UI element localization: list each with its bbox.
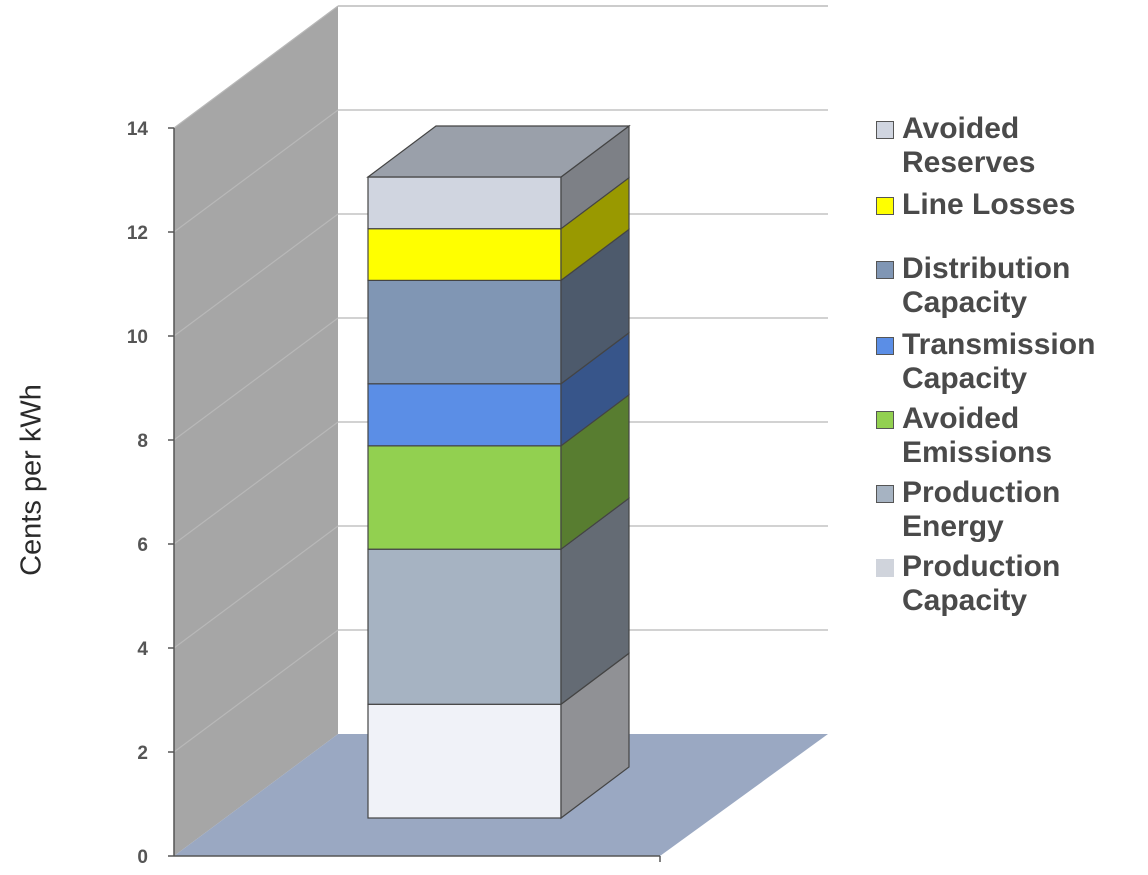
gridline-left-10 [173, 213, 339, 337]
legend-swatch-distribution-capacity [876, 261, 894, 279]
legend-label-transmission-capacity: Transmission Capacity [902, 328, 1096, 395]
legend-item-production-energy: Production Energy [872, 476, 1148, 544]
legend-item-avoided-reserves: Avoided Reserves [872, 112, 1148, 180]
y-tick-label-8: 8 [137, 431, 148, 452]
legend-label-production-energy: Production Energy [902, 476, 1061, 543]
bar-segment-line-losses [367, 228, 562, 281]
y-axis-label-text: Cents per kWh [15, 384, 48, 576]
legend-item-avoided-emissions: Avoided Emissions [872, 402, 1148, 470]
gridline-left-4 [173, 525, 339, 649]
legend-label-line-losses: Line Losses [902, 188, 1076, 221]
legend: Avoided Reserves Line Losses Distribution … [872, 112, 1148, 618]
legend-item-distribution-capacity: Distribution Capacity [872, 252, 1148, 320]
left-wall [174, 6, 338, 856]
legend-swatch-avoided-emissions [876, 411, 894, 429]
y-tick-label-2: 2 [137, 743, 148, 764]
y-tick-label-10: 10 [127, 327, 148, 348]
gridline-left-12 [173, 109, 339, 233]
legend-label-avoided-reserves: Avoided Reserves [902, 112, 1036, 179]
bar-top-face [366, 125, 631, 178]
bar-segment-transmission-capacity [367, 383, 562, 447]
y-tick-label-6: 6 [137, 535, 148, 556]
y-tick-label-12: 12 [127, 223, 148, 244]
legend-item-transmission-capacity: Transmission Capacity [872, 328, 1148, 396]
legend-label-avoided-emissions: Avoided Emissions [902, 402, 1053, 469]
bar-segment-production-energy [367, 548, 562, 705]
legend-item-line-losses: Line Losses [872, 188, 1148, 222]
gridline-left-2 [173, 629, 339, 753]
legend-label-distribution-capacity: Distribution Capacity [902, 252, 1071, 319]
legend-swatch-line-losses [876, 197, 894, 215]
y-tick-label-0: 0 [137, 847, 148, 868]
y-tick-label-4: 4 [137, 639, 148, 660]
gridline-left-8 [173, 317, 339, 441]
legend-label-production-capacity: Production Capacity [902, 550, 1061, 617]
bar-segment-avoided-reserves [367, 176, 562, 230]
legend-swatch-production-capacity [876, 559, 894, 577]
gridline-left-6 [173, 421, 339, 545]
bar-segment-avoided-emissions [367, 445, 562, 550]
y-axis-label: Cents per kWh [4, 330, 60, 630]
bar-segment-production-capacity [367, 703, 562, 819]
gridline-left-14 [173, 5, 339, 129]
y-tick-label-14: 14 [127, 119, 149, 140]
legend-swatch-avoided-reserves [876, 121, 894, 139]
legend-swatch-transmission-capacity [876, 337, 894, 355]
legend-item-production-capacity: Production Capacity [872, 550, 1148, 618]
legend-swatch-production-energy [876, 485, 894, 503]
bar-segment-distribution-capacity [367, 279, 562, 385]
